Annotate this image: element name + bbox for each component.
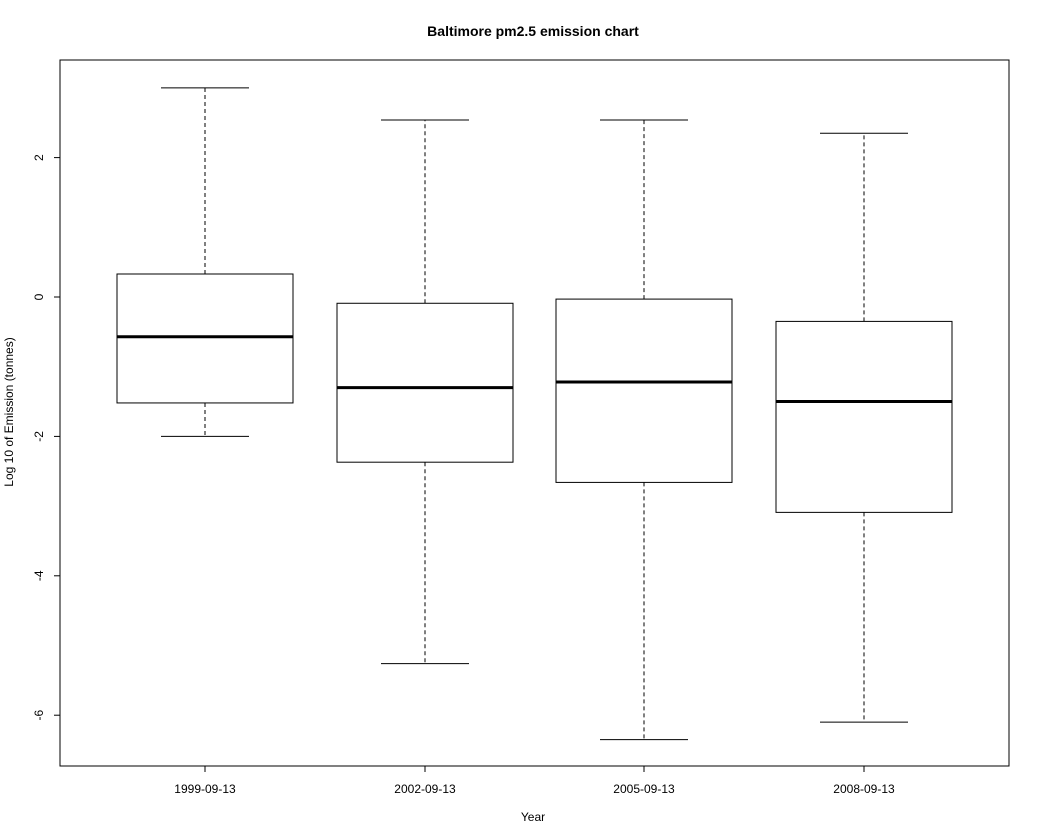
box-2008-09-13: [775, 132, 953, 723]
x-axis-label: Year: [521, 810, 545, 824]
y-tick-label: 0: [32, 293, 46, 300]
boxes-layer: [116, 87, 953, 741]
iqr-box: [336, 302, 514, 463]
iqr-box: [775, 320, 953, 513]
box-2002-09-13: [336, 119, 514, 665]
x-axis: 1999-09-13 2002-09-13 2005-09-13 2008-09-13: [174, 766, 895, 796]
box-2005-09-13: [555, 119, 733, 741]
y-tick-label: -4: [32, 570, 46, 581]
y-tick-label: -6: [32, 710, 46, 721]
y-tick-label: 2: [32, 154, 46, 161]
x-tick-label: 2005-09-13: [613, 782, 675, 796]
chart-title: Baltimore pm2.5 emission chart: [427, 23, 639, 39]
iqr-box: [555, 298, 733, 483]
y-tick-label: -2: [32, 431, 46, 442]
x-tick-label: 1999-09-13: [174, 782, 236, 796]
plot-frame: [59, 59, 1010, 767]
x-tick-label: 2002-09-13: [394, 782, 456, 796]
box-1999-09-13: [116, 87, 294, 437]
y-axis-label: Log 10 of Emission (tonnes): [2, 337, 16, 486]
y-axis: 2 0 -2 -4 -6: [32, 154, 60, 721]
x-tick-label: 2008-09-13: [833, 782, 895, 796]
iqr-box: [116, 273, 294, 404]
